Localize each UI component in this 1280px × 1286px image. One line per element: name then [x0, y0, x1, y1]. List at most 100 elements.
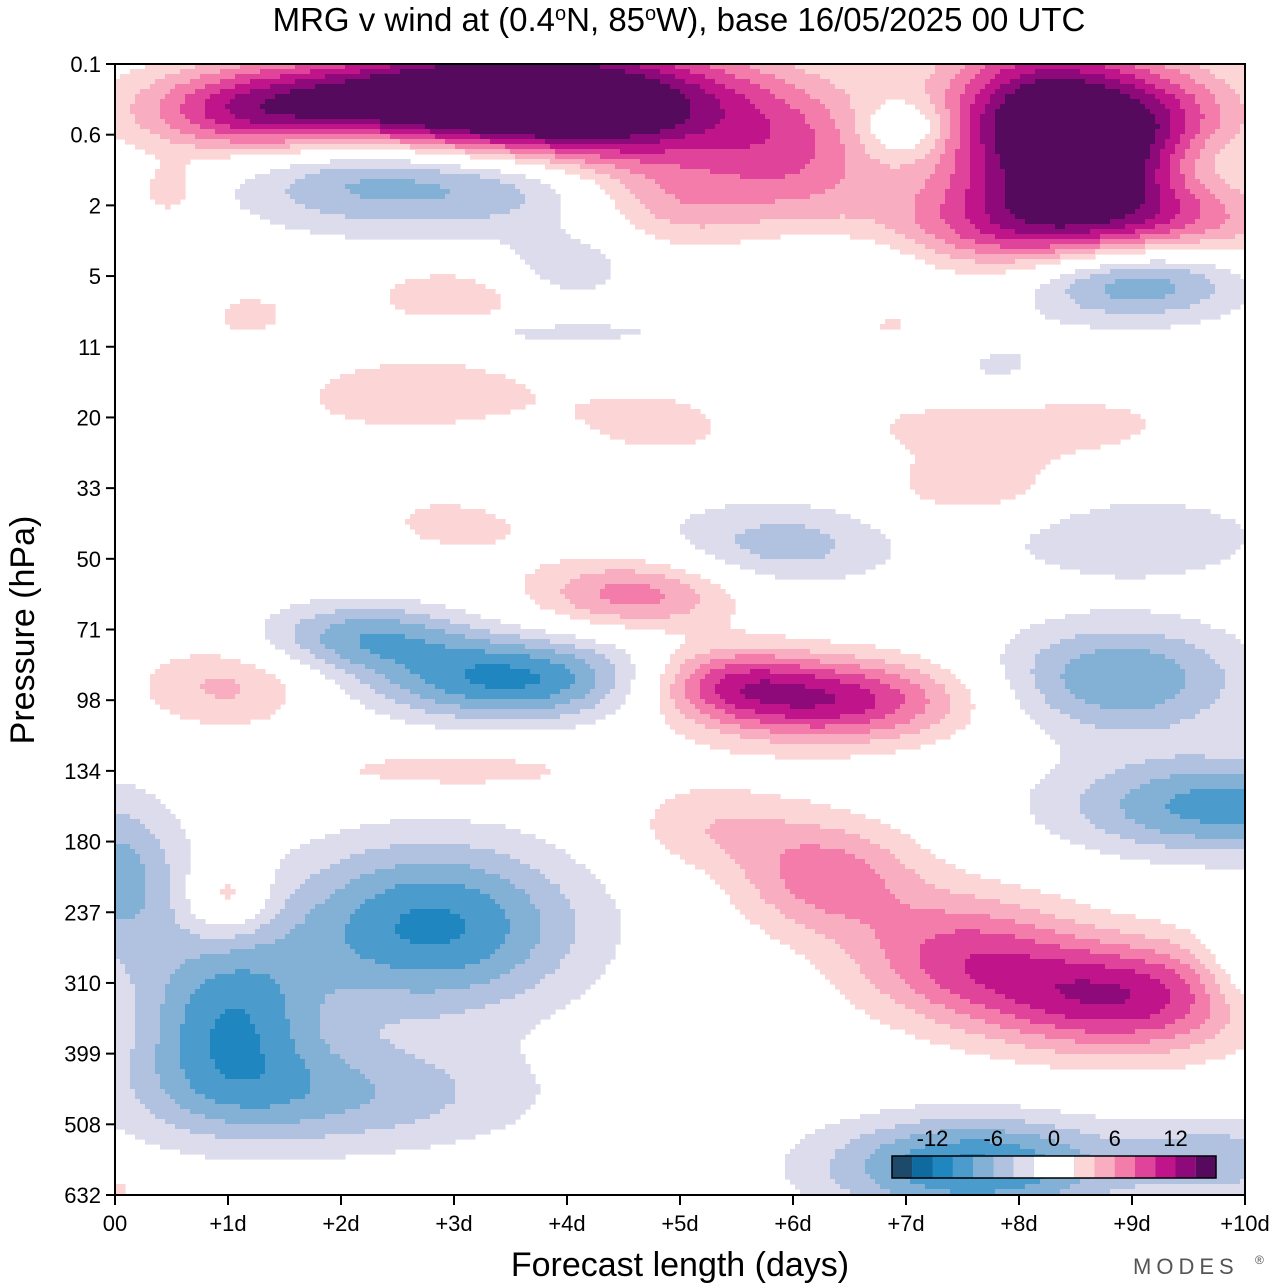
field-cell — [1145, 169, 1156, 175]
field-cell — [555, 649, 596, 655]
field-cell — [425, 1059, 526, 1065]
field-cell — [875, 1129, 941, 1135]
field-cell — [900, 249, 936, 255]
field-cell — [615, 664, 636, 670]
field-cell — [815, 674, 866, 680]
field-cell — [275, 94, 686, 100]
field-cell — [490, 954, 531, 960]
y-tick-label: 399 — [64, 1042, 101, 1067]
field-cell — [770, 669, 836, 675]
field-cell — [1170, 939, 1201, 945]
field-cell — [1080, 999, 1126, 1005]
field-cell — [290, 1019, 321, 1025]
field-cell — [1005, 174, 1146, 180]
field-cell — [1020, 1029, 1086, 1035]
field-cell — [690, 674, 706, 680]
field-cell — [785, 1154, 836, 1160]
field-cell — [1170, 79, 1196, 85]
field-cell — [760, 84, 796, 90]
field-cell — [495, 949, 531, 955]
field-cell — [880, 1109, 1061, 1115]
field-cell — [1130, 944, 1181, 950]
field-cell — [260, 924, 296, 930]
x-tick-label: +8d — [1000, 1211, 1037, 1236]
field-cell — [835, 669, 886, 675]
field-cell — [1225, 994, 1245, 1000]
field-cell — [410, 909, 451, 915]
field-cell — [940, 129, 951, 135]
field-cell — [180, 964, 391, 970]
field-cell — [720, 719, 761, 725]
field-cell — [1095, 249, 1146, 255]
field-cell — [225, 884, 231, 890]
field-cell — [1180, 164, 1196, 170]
field-cell — [1190, 304, 1241, 310]
field-cell — [840, 139, 861, 145]
field-cell — [1065, 679, 1186, 685]
field-cell — [145, 824, 181, 830]
field-cell — [1060, 744, 1245, 750]
field-cell — [1100, 264, 1216, 270]
field-cell — [160, 844, 191, 850]
field-cell — [855, 959, 891, 965]
field-cell — [1165, 1024, 1201, 1030]
field-cell — [190, 1084, 311, 1090]
field-cell — [595, 704, 621, 710]
field-cell — [1015, 634, 1076, 640]
field-cell — [850, 1139, 896, 1145]
field-cell — [130, 1074, 161, 1080]
field-cell — [1055, 929, 1121, 935]
field-cell — [510, 854, 571, 860]
field-cell — [790, 704, 816, 710]
field-cell — [535, 904, 571, 910]
field-cell — [1035, 684, 1066, 690]
field-cell — [340, 684, 371, 690]
field-cell — [740, 174, 786, 180]
field-cell — [1035, 674, 1061, 680]
field-cell — [200, 124, 231, 130]
field-cell — [180, 1104, 241, 1110]
field-cell — [190, 654, 221, 660]
field-cell — [495, 899, 531, 905]
field-cell — [940, 719, 971, 725]
field-cell — [535, 134, 631, 140]
field-cell — [920, 959, 966, 965]
field-cell — [115, 839, 161, 845]
field-cell — [220, 1014, 251, 1020]
field-cell — [300, 619, 346, 625]
field-cell — [1045, 559, 1221, 565]
field-cell — [630, 169, 711, 175]
field-cell — [1205, 754, 1245, 760]
field-cell — [1190, 964, 1206, 970]
field-cell — [205, 104, 226, 110]
field-cell — [760, 219, 876, 225]
field-cell — [355, 369, 486, 375]
field-cell — [180, 1049, 211, 1055]
field-cell — [685, 859, 736, 865]
field-cell — [310, 664, 336, 670]
field-cell — [1170, 179, 1186, 185]
field-cell — [235, 189, 286, 195]
field-cell — [265, 1069, 311, 1075]
field-cell — [665, 664, 681, 670]
field-cell — [615, 674, 636, 680]
contour-field — [115, 64, 1245, 1195]
field-cell — [725, 674, 816, 680]
field-cell — [970, 149, 986, 155]
field-cell — [1160, 159, 1171, 165]
field-cell — [515, 249, 601, 255]
field-cell — [975, 979, 1076, 985]
field-cell — [115, 1074, 131, 1080]
field-cell — [1160, 204, 1181, 210]
field-cell — [465, 924, 511, 930]
field-cell — [1205, 114, 1221, 120]
field-cell — [1160, 99, 1181, 105]
field-cell — [575, 929, 621, 935]
field-cell — [1195, 644, 1245, 650]
field-cell — [215, 974, 271, 980]
field-cell — [1205, 964, 1221, 970]
field-cell — [545, 139, 661, 145]
field-cell — [705, 509, 836, 515]
field-cell — [675, 679, 686, 685]
field-cell — [1215, 974, 1231, 980]
